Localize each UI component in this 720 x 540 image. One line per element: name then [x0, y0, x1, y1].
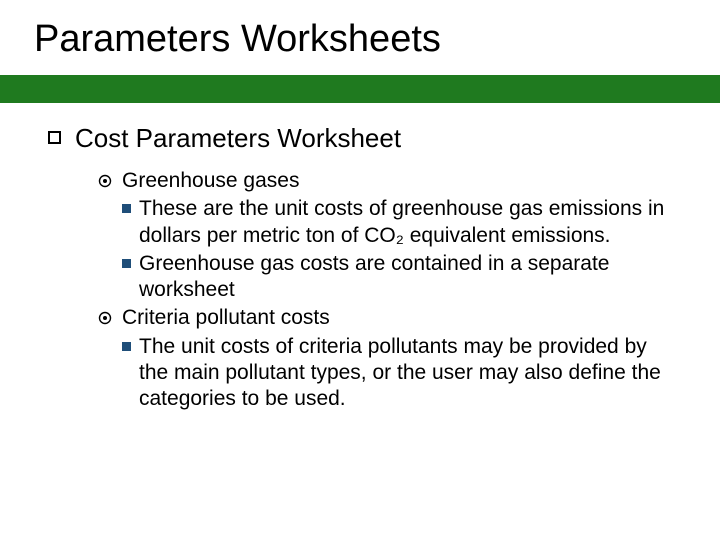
accent-bar	[0, 75, 720, 103]
list-item-text: The unit costs of criteria pollutants ma…	[139, 334, 680, 413]
circle-dot-bullet-icon	[98, 311, 112, 325]
list-item-label: Greenhouse gases	[122, 168, 299, 194]
circle-dot-bullet-icon	[98, 174, 112, 188]
filled-square-bullet-icon	[122, 204, 131, 213]
hollow-square-bullet-icon	[48, 131, 61, 144]
slide: Parameters Worksheets Cost Parameters Wo…	[0, 0, 720, 540]
list-item: These are the unit costs of greenhouse g…	[122, 196, 680, 249]
slide-title: Parameters Worksheets	[30, 18, 690, 61]
list-item: Greenhouse gas costs are contained in a …	[122, 251, 680, 304]
filled-square-bullet-icon	[122, 259, 131, 268]
level-3-group: The unit costs of criteria pollutants ma…	[98, 334, 680, 413]
heading-level-1-text: Cost Parameters Worksheet	[75, 123, 401, 154]
list-item: The unit costs of criteria pollutants ma…	[122, 334, 680, 413]
list-item: Criteria pollutant costs	[98, 305, 680, 331]
list-item: Greenhouse gases	[98, 168, 680, 194]
list-item-text: These are the unit costs of greenhouse g…	[139, 196, 680, 249]
heading-level-1: Cost Parameters Worksheet	[48, 123, 680, 154]
level-2-group: Greenhouse gases These are the unit cost…	[48, 168, 680, 412]
list-item-text: Greenhouse gas costs are contained in a …	[139, 251, 680, 304]
level-3-group: These are the unit costs of greenhouse g…	[98, 196, 680, 303]
content-area: Cost Parameters Worksheet Greenhouse gas…	[30, 123, 690, 412]
filled-square-bullet-icon	[122, 342, 131, 351]
list-item-label: Criteria pollutant costs	[122, 305, 330, 331]
